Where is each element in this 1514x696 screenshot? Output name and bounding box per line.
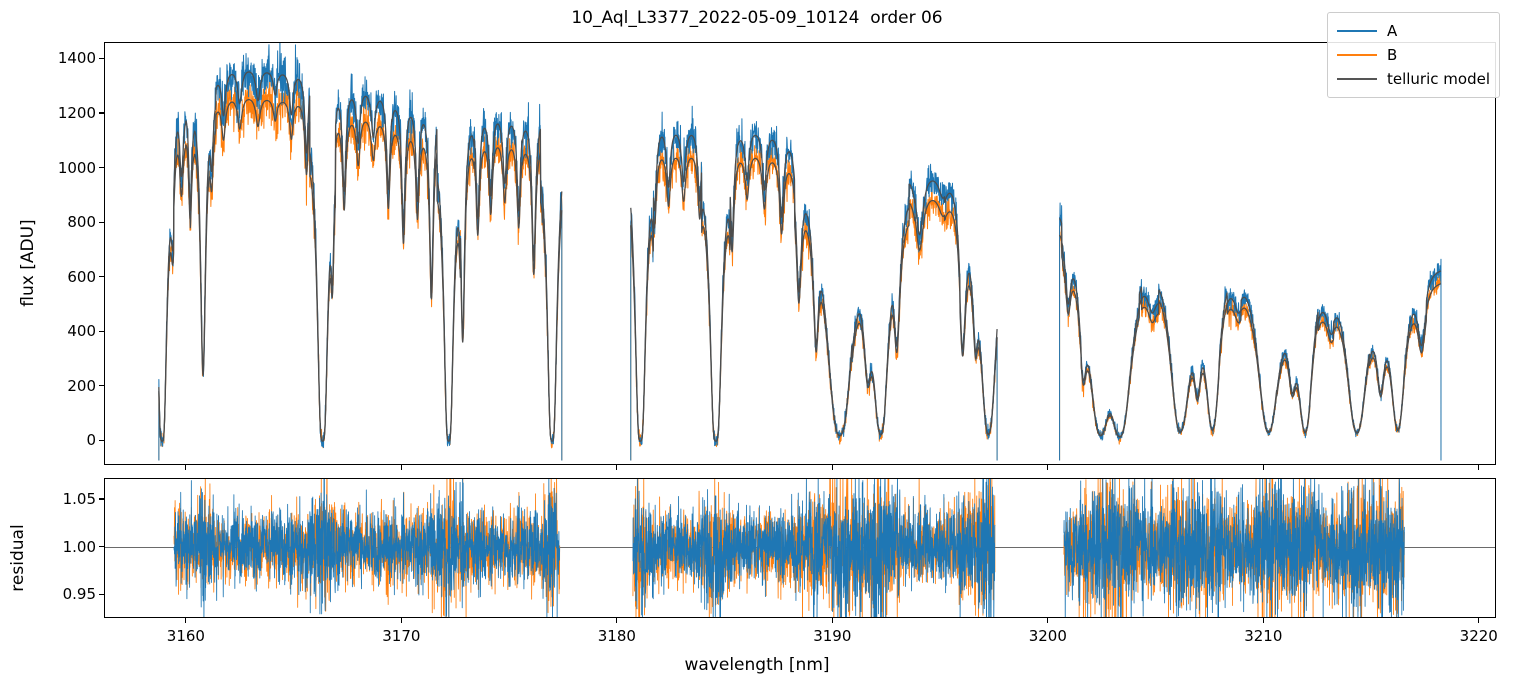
- x-tick-label: 3190: [813, 627, 852, 645]
- x-tick-label: 3220: [1459, 627, 1498, 645]
- x-tick-label: 3180: [597, 627, 636, 645]
- legend-entry-telluric: telluric model: [1336, 67, 1490, 91]
- x-axis-label: wavelength [nm]: [684, 655, 830, 675]
- legend-label-b: B: [1386, 46, 1398, 64]
- residual-series-a-seg2: [1063, 479, 1405, 617]
- y-tick-label: 1200: [57, 103, 96, 122]
- telluric-model-curve-b-seg2: [1059, 234, 1442, 438]
- y-tick-mark: [99, 385, 104, 387]
- flux-plot-canvas: [158, 43, 1442, 461]
- y-tick-label: 1000: [57, 158, 96, 177]
- telluric-model-curve-b-seg0: [158, 99, 563, 442]
- residual-series-a-seg1: [632, 479, 996, 617]
- x-tick-mark: [831, 465, 833, 470]
- spectrum-series-a-seg2: [1059, 202, 1442, 461]
- x-tick-mark: [1262, 465, 1264, 470]
- x-tick-label: 3200: [1028, 627, 1067, 645]
- legend-line-telluric: [1336, 78, 1377, 80]
- x-tick-mark: [1478, 618, 1480, 623]
- y-tick-label: 800: [67, 213, 96, 232]
- figure-title: 10_Aql_L3377_2022-05-09_10124 order 06: [571, 8, 943, 28]
- legend-entry-b: B: [1336, 43, 1490, 67]
- y-tick-label: 400: [67, 322, 96, 341]
- legend-label-a: A: [1386, 22, 1398, 40]
- residual-series-a-seg0: [173, 479, 561, 617]
- plot-legend: A B telluric model: [1326, 12, 1500, 98]
- y-tick-mark: [99, 166, 104, 169]
- legend-line-a: [1336, 30, 1377, 32]
- y-tick-label: 600: [67, 267, 96, 286]
- legend-entry-a: A: [1336, 19, 1490, 43]
- telluric-model-curve-a-seg2: [1059, 218, 1442, 438]
- x-tick-mark: [1047, 465, 1049, 470]
- legend-line-b: [1336, 54, 1377, 56]
- telluric-model-curve-b-seg1: [630, 157, 998, 442]
- x-tick-mark: [616, 465, 618, 470]
- residual-plot-axes: [104, 478, 1496, 618]
- residual-y-axis-label: residual: [8, 524, 28, 592]
- flux-plot-axes: [104, 42, 1496, 465]
- y-tick-mark: [99, 498, 104, 500]
- x-tick-mark: [185, 618, 187, 623]
- y-tick-mark: [99, 330, 104, 332]
- y-tick-mark: [99, 221, 104, 223]
- x-tick-mark: [1047, 618, 1049, 623]
- telluric-model-curve-a-seg0: [158, 71, 563, 442]
- y-tick-mark: [99, 593, 104, 595]
- x-tick-mark: [1478, 465, 1480, 470]
- x-tick-mark: [1262, 618, 1264, 623]
- y-tick-label: 0: [86, 431, 96, 450]
- x-tick-mark: [831, 618, 833, 623]
- y-tick-label: 1400: [57, 49, 96, 68]
- flux-y-axis-label: flux [ADU]: [18, 219, 38, 307]
- y-tick-mark: [99, 545, 104, 548]
- x-tick-mark: [400, 465, 402, 470]
- y-tick-mark: [99, 112, 104, 114]
- x-tick-label: 3210: [1244, 627, 1283, 645]
- x-tick-mark: [400, 618, 402, 623]
- residual-plot-canvas: [105, 479, 1495, 617]
- y-tick-label: 0.95: [62, 585, 96, 604]
- y-tick-label: 200: [67, 376, 96, 395]
- legend-label-telluric: telluric model: [1386, 70, 1490, 88]
- x-tick-label: 3170: [382, 627, 421, 645]
- y-tick-mark: [99, 439, 104, 442]
- y-tick-mark: [99, 276, 104, 278]
- y-tick-label: 1.00: [62, 537, 96, 556]
- y-tick-label: 1.05: [62, 489, 96, 508]
- y-tick-mark: [99, 57, 104, 59]
- x-tick-mark: [185, 465, 187, 470]
- x-tick-mark: [616, 618, 618, 623]
- x-tick-label: 3160: [166, 627, 205, 645]
